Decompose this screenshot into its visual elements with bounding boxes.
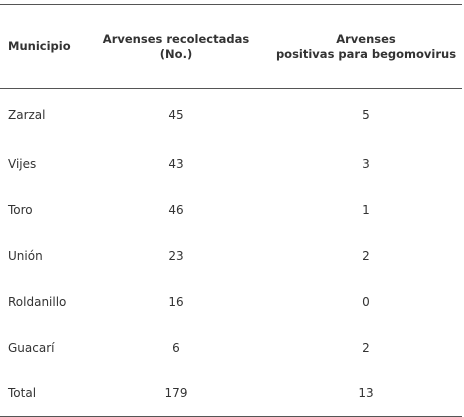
cell-municipio: Guacarí	[8, 340, 55, 355]
table-row: Guacarí 6 2	[0, 325, 462, 371]
table-row: Zarzal 45 5	[0, 89, 462, 141]
cell-municipio: Vijes	[8, 156, 37, 171]
cell-positivas: 0	[362, 294, 370, 309]
cell-recolectadas: 179	[82, 370, 270, 417]
cell-municipio: Total	[0, 370, 82, 417]
table-row: Unión 23 2	[0, 233, 462, 279]
header-col3-line2: positivas para begomovirus	[275, 46, 457, 61]
table-body: Zarzal 45 5 Vijes 43 3 Toro 46 1 Unión 2…	[0, 89, 462, 417]
cell-positivas: 2	[362, 248, 370, 263]
table-row: Vijes 43 3	[0, 141, 462, 187]
cell-positivas: 1	[362, 202, 370, 217]
cell-municipio: Toro	[8, 202, 33, 217]
cell-positivas: 5	[362, 107, 370, 122]
cell-municipio: Zarzal	[8, 107, 46, 122]
cell-municipio: Roldanillo	[8, 294, 67, 309]
cell-recolectadas: 16	[168, 294, 184, 309]
cell-recolectadas: 43	[168, 156, 184, 171]
header-col2-line2: (No.)	[159, 46, 193, 61]
header-col3-line1: Arvenses	[336, 31, 396, 46]
cell-positivas: 13	[270, 370, 462, 417]
data-table-container: Municipio Arvenses recolectadas (No.) Ar…	[0, 4, 462, 417]
cell-recolectadas: 46	[168, 202, 184, 217]
cell-municipio: Unión	[8, 248, 43, 263]
header-arvenses-recolectadas: Arvenses recolectadas (No.)	[82, 4, 270, 89]
header-arvenses-positivas: Arvenses positivas para begomovirus	[270, 4, 462, 89]
cell-recolectadas: 45	[168, 107, 184, 122]
data-table: Municipio Arvenses recolectadas (No.) Ar…	[0, 4, 462, 417]
cell-positivas: 3	[362, 156, 370, 171]
header-col2-line1: Arvenses recolectadas	[102, 31, 250, 46]
table-header: Municipio Arvenses recolectadas (No.) Ar…	[0, 4, 462, 89]
table-row: Roldanillo 16 0	[0, 279, 462, 325]
table-row-total: Total 179 13	[0, 370, 462, 417]
header-row: Municipio Arvenses recolectadas (No.) Ar…	[0, 4, 462, 89]
cell-recolectadas: 23	[168, 248, 184, 263]
cell-recolectadas: 6	[172, 340, 180, 355]
cell-positivas: 2	[362, 340, 370, 355]
header-municipio: Municipio	[0, 4, 82, 89]
table-row: Toro 46 1	[0, 187, 462, 233]
